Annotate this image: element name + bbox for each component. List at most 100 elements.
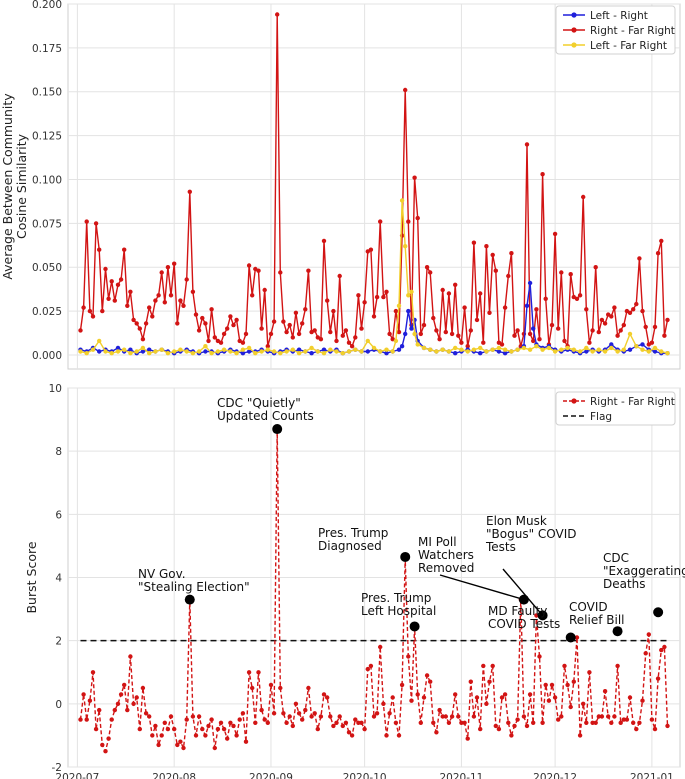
similarity-point-right-far-right	[599, 317, 605, 323]
burst-point	[374, 711, 380, 716]
similarity-point-left-right	[496, 349, 502, 354]
burst-point	[315, 726, 320, 732]
burst-point	[147, 714, 152, 719]
similarity-point-left-far-right	[153, 349, 158, 354]
burst-point	[384, 733, 389, 738]
event-annotation: Pres. Trump Diagnosed	[318, 526, 411, 562]
similarity-point-left-far-right	[546, 345, 552, 351]
similarity-point-left-far-right	[353, 347, 358, 352]
burst-point	[234, 733, 239, 738]
legend-label-left-right: Left - Right	[590, 10, 648, 22]
burst-point	[471, 714, 477, 719]
similarity-point-right-far-right	[549, 322, 555, 328]
similarity-point-left-far-right	[534, 344, 539, 349]
burst-point	[321, 692, 327, 697]
burst-point	[421, 695, 427, 700]
annotation-marker	[565, 632, 576, 643]
burst-point	[499, 695, 505, 700]
annotation-label: COVID Relief Bill	[569, 600, 625, 627]
burst-point	[543, 682, 548, 688]
similarity-y-tick-label: 0.175	[32, 43, 62, 55]
similarity-point-left-far-right	[615, 349, 620, 354]
annotation-marker	[537, 610, 548, 621]
burst-point	[109, 717, 114, 722]
similarity-point-left-far-right	[253, 351, 258, 356]
similarity-point-right-far-right	[590, 328, 595, 333]
similarity-point-left-right	[115, 345, 121, 351]
burst-point	[534, 613, 539, 618]
similarity-point-right-far-right	[165, 265, 171, 270]
burst-point	[659, 647, 664, 653]
event-annotation: Elon Musk "Bogus" COVID Tests	[485, 514, 577, 621]
similarity-point-right-far-right	[662, 333, 667, 338]
burst-point	[637, 720, 642, 725]
similarity-point-right-far-right	[524, 142, 530, 147]
burst-y-tick-label: 2	[55, 636, 62, 648]
burst-point	[178, 739, 183, 744]
legend-marker-left-far-right	[571, 42, 577, 48]
similarity-point-right-far-right	[150, 314, 155, 319]
burst-point	[134, 695, 139, 700]
burst-point	[290, 723, 295, 729]
event-annotation: CDC "Quietly" Updated Counts	[217, 396, 314, 435]
burst-point	[524, 723, 530, 729]
similarity-point-right-far-right	[655, 251, 661, 256]
similarity-point-left-far-right	[78, 349, 83, 354]
similarity-point-left-far-right	[159, 347, 164, 352]
similarity-point-left-far-right	[165, 351, 171, 356]
burst-point	[206, 723, 211, 729]
similarity-point-left-right	[384, 351, 389, 356]
similarity-point-right-far-right	[462, 305, 467, 310]
legend-marker-right-far-right	[571, 27, 577, 33]
similarity-point-left-far-right	[390, 349, 395, 354]
similarity-point-right-far-right	[106, 296, 111, 301]
similarity-point-right-far-right	[159, 270, 164, 275]
burst-point	[440, 714, 445, 719]
burst-point	[506, 720, 511, 725]
similarity-point-right-far-right	[181, 303, 186, 308]
burst-legend: Right - Far Right Flag	[555, 391, 676, 426]
similarity-point-right-far-right	[602, 321, 608, 326]
burst-point	[359, 720, 364, 725]
similarity-point-right-far-right	[471, 240, 477, 245]
similarity-point-left-far-right	[359, 349, 364, 354]
similarity-point-left-far-right	[465, 349, 470, 354]
burst-point	[256, 670, 261, 675]
similarity-point-left-far-right	[315, 349, 320, 354]
similarity-point-right-far-right	[434, 328, 439, 333]
similarity-point-left-far-right	[446, 349, 452, 354]
burst-point	[490, 663, 495, 669]
burst-point	[78, 717, 83, 722]
burst-point	[577, 733, 583, 738]
similarity-point-right-far-right	[506, 273, 511, 279]
similarity-point-right-far-right	[559, 270, 564, 275]
similarity-y-axis-label-line-1: Average Between Community	[0, 93, 15, 280]
similarity-point-right-far-right	[84, 219, 89, 224]
similarity-point-right-far-right	[343, 328, 349, 333]
annotation-marker	[409, 621, 420, 632]
similarity-point-left-far-right	[384, 347, 389, 352]
similarity-point-right-far-right	[178, 298, 183, 303]
burst-point	[340, 723, 345, 729]
similarity-point-left-far-right	[440, 347, 445, 352]
similarity-point-left-far-right	[596, 347, 601, 352]
similarity-point-right-far-right	[281, 319, 286, 324]
similarity-point-right-far-right	[300, 321, 305, 326]
burst-point	[246, 670, 252, 675]
burst-point	[415, 692, 420, 697]
burst-y-axis-label: Burst Score	[24, 541, 39, 613]
similarity-point-right-far-right	[387, 331, 392, 337]
burst-point	[562, 663, 567, 669]
similarity-point-right-far-right	[234, 317, 239, 323]
burst-point	[631, 720, 636, 725]
similarity-point-left-far-right	[652, 345, 658, 351]
similarity-point-right-far-right	[612, 305, 617, 310]
similarity-point-left-far-right	[122, 347, 127, 352]
similarity-point-right-far-right	[615, 333, 620, 338]
similarity-point-right-far-right	[278, 270, 283, 275]
similarity-point-right-far-right	[453, 282, 458, 287]
burst-point	[365, 666, 370, 672]
similarity-point-left-right	[296, 347, 302, 352]
similarity-point-left-far-right	[565, 345, 570, 351]
similarity-point-left-right	[128, 347, 133, 352]
